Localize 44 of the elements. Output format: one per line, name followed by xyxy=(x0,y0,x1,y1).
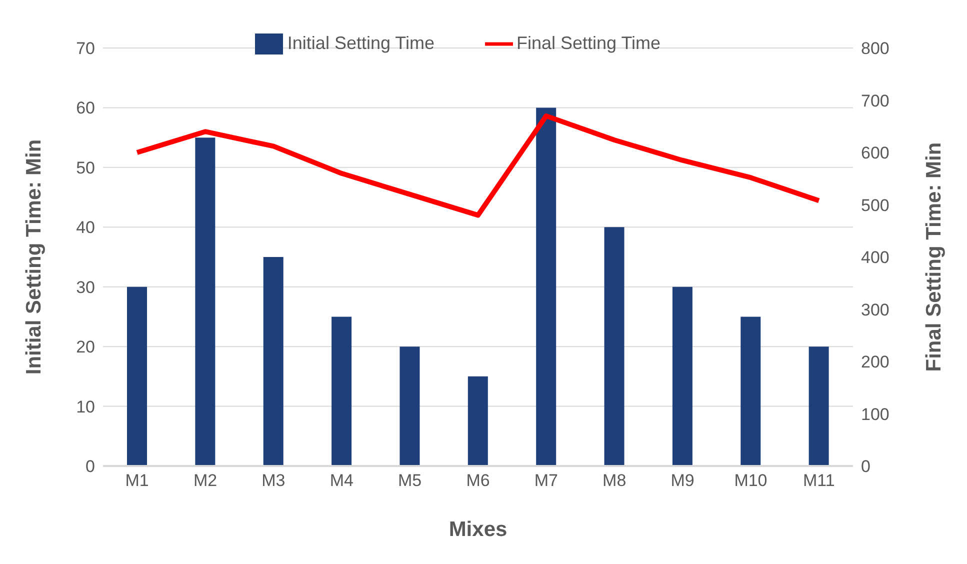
y2-tick-label: 400 xyxy=(861,248,890,268)
bar xyxy=(468,376,488,466)
bar xyxy=(672,286,692,466)
y-tick-label: 60 xyxy=(76,98,95,118)
bar xyxy=(604,227,624,466)
x-tick-label: M6 xyxy=(466,471,490,490)
bar xyxy=(808,346,829,466)
bar xyxy=(400,346,420,466)
y2-tick-label: 100 xyxy=(861,404,890,424)
bar xyxy=(740,316,761,466)
x-tick-label: M2 xyxy=(193,471,218,490)
y2-tick-label: 500 xyxy=(861,196,890,215)
y-tick-label: 10 xyxy=(76,397,95,416)
y-tick-label: 30 xyxy=(76,278,95,297)
x-tick-label: M10 xyxy=(734,471,768,490)
x-tick-label: M7 xyxy=(534,471,558,490)
y-tick-label: 20 xyxy=(76,338,95,357)
y2-tick-label: 200 xyxy=(861,352,890,372)
bar xyxy=(332,316,352,466)
y2-tick-label: 0 xyxy=(861,457,870,476)
legend-label: Final Setting Time xyxy=(516,32,661,53)
x-tick-label: M1 xyxy=(125,471,149,490)
y2-tick-label: 700 xyxy=(861,91,890,110)
y-tick-label: 40 xyxy=(76,218,95,238)
legend-label: Initial Setting Time xyxy=(287,32,434,53)
x-tick-label: M5 xyxy=(398,471,422,490)
bar xyxy=(127,286,147,466)
x-tick-label: M11 xyxy=(803,471,835,490)
bar xyxy=(195,138,216,466)
y2-tick-label: 600 xyxy=(861,144,890,163)
x-tick-label: M9 xyxy=(670,471,694,490)
x-axis-title: Mixes xyxy=(448,518,508,541)
y2-tick-label: 300 xyxy=(861,300,890,320)
x-tick-label: M3 xyxy=(262,471,286,490)
y2-axis-title: Final Setting Time: Min xyxy=(922,142,946,372)
y-tick-label: 50 xyxy=(76,158,95,178)
y2-tick-label: 800 xyxy=(861,39,890,58)
y-tick-label: 0 xyxy=(86,457,95,476)
y-axis-title: Initial Setting Time: Min xyxy=(22,139,46,375)
bar xyxy=(536,108,556,466)
bar xyxy=(263,257,284,466)
x-tick-label: M4 xyxy=(330,471,354,490)
x-tick-label: M8 xyxy=(602,471,626,490)
y-tick-label: 70 xyxy=(76,39,95,58)
